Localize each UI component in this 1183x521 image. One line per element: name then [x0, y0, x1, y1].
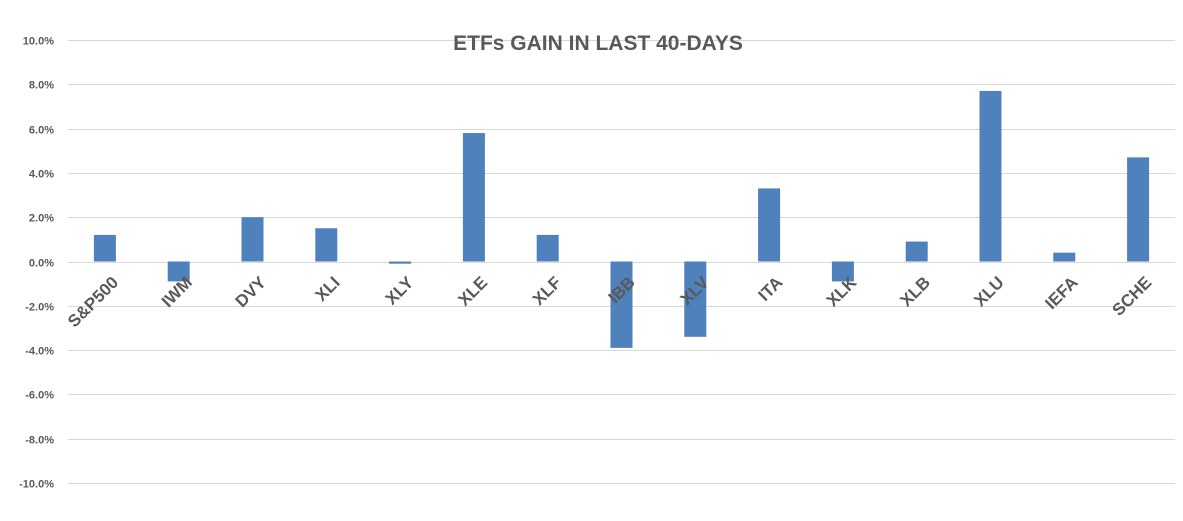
category-label: ITA: [755, 273, 787, 305]
category-label: IBB: [605, 273, 639, 307]
bars: [93, 90, 1150, 348]
category-label: XLU: [970, 273, 1007, 310]
category-label: S&P500: [64, 273, 122, 331]
bar-xly: [389, 261, 412, 264]
y-tick-label: 10.0%: [23, 36, 54, 48]
bar-xlv: [684, 261, 707, 337]
category-label: IWM: [158, 273, 196, 311]
bar-xli: [315, 228, 338, 262]
category-label: XLK: [823, 272, 861, 310]
category-label: XLV: [677, 272, 713, 308]
bar-sche: [1127, 157, 1150, 262]
chart-title: ETFs GAIN IN LAST 40-DAYS: [453, 32, 743, 55]
bar-xlk: [831, 261, 854, 282]
category-label: XLI: [311, 273, 343, 305]
y-tick-label: 8.0%: [29, 80, 54, 92]
y-tick-label: -8.0%: [25, 435, 54, 447]
y-tick-label: 0.0%: [29, 258, 54, 270]
category-label: XLY: [382, 272, 418, 308]
category-label: DVY: [232, 272, 271, 311]
category-label: XLB: [897, 273, 934, 310]
y-tick-label: -6.0%: [25, 390, 54, 402]
bar-xlu: [979, 90, 1002, 262]
bar-ibb: [610, 261, 633, 348]
bar-xlb: [905, 241, 928, 262]
category-label: XLF: [529, 273, 565, 309]
bar-iefa: [1053, 252, 1076, 262]
bar-iwm: [167, 261, 190, 282]
y-tick-label: 2.0%: [29, 213, 54, 225]
x-axis-category-labels: S&P500 IWM DVY XLI XLY XLE XLF IBB XLV ITA XLK XLB X…: [64, 272, 1155, 331]
bar-ita: [758, 188, 781, 262]
category-label: SCHE: [1109, 273, 1156, 320]
bar-sp500: [93, 234, 116, 262]
y-tick-label: -10.0%: [19, 479, 54, 491]
category-label: IEFA: [1041, 273, 1081, 313]
y-tick-label: 4.0%: [29, 169, 54, 181]
category-label: XLE: [454, 273, 491, 310]
y-axis-tick-labels: 10.0% 8.0% 6.0% 4.0% 2.0% 0.0% -2.0% -4.0% -6.0%…: [19, 36, 54, 491]
bar-xlf: [536, 234, 559, 262]
y-tick-label: 6.0%: [29, 125, 54, 137]
y-tick-label: -2.0%: [25, 302, 54, 314]
y-tick-label: -4.0%: [25, 346, 54, 358]
bar-dvy: [241, 217, 264, 262]
bar-xle: [462, 133, 485, 262]
